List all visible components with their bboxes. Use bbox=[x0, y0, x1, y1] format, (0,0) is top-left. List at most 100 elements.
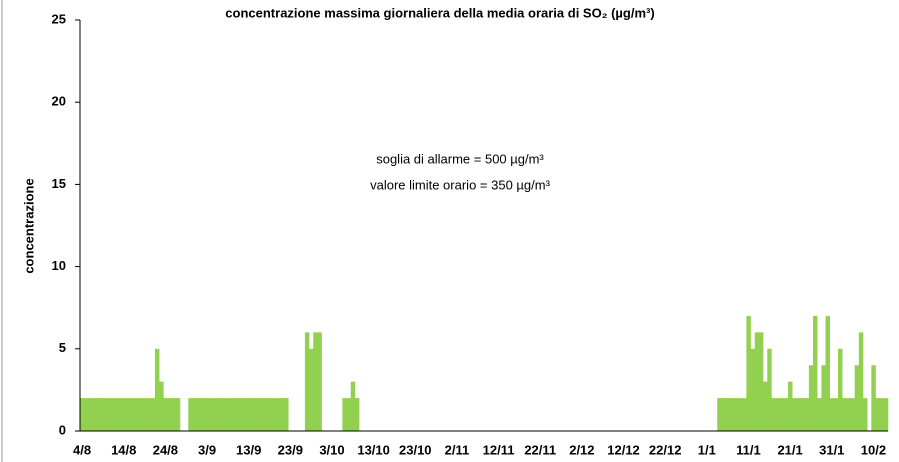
bar bbox=[854, 365, 860, 431]
bar bbox=[779, 398, 785, 431]
bar bbox=[875, 398, 880, 431]
bar bbox=[342, 398, 347, 431]
x-tick-label: 3/10 bbox=[319, 442, 344, 457]
bar bbox=[729, 398, 735, 431]
bar bbox=[775, 398, 781, 431]
bar bbox=[842, 398, 847, 431]
bar bbox=[863, 398, 868, 431]
x-tick-label: 3/9 bbox=[198, 442, 216, 457]
bar bbox=[284, 398, 289, 431]
bar bbox=[246, 398, 252, 431]
bar bbox=[221, 398, 227, 431]
y-axis-label: concentrazione bbox=[21, 178, 36, 273]
x-tick-label: 22/11 bbox=[524, 442, 556, 457]
bar bbox=[159, 381, 164, 431]
bar bbox=[109, 398, 114, 431]
bar bbox=[204, 398, 210, 431]
bar bbox=[259, 398, 264, 431]
bar bbox=[825, 315, 830, 431]
bar bbox=[234, 398, 239, 431]
bar bbox=[871, 365, 876, 431]
bar bbox=[225, 398, 231, 431]
bar bbox=[254, 398, 260, 431]
x-tick-label: 21/1 bbox=[777, 442, 802, 457]
bar bbox=[738, 398, 743, 431]
bar bbox=[192, 398, 197, 431]
bar bbox=[742, 398, 747, 431]
bar bbox=[142, 398, 147, 431]
bar bbox=[733, 398, 739, 431]
bar bbox=[313, 332, 318, 431]
bar bbox=[796, 398, 801, 431]
bar bbox=[317, 332, 322, 431]
x-tick-label: 13/10 bbox=[357, 442, 390, 457]
bar bbox=[354, 398, 360, 431]
bar bbox=[104, 398, 110, 431]
bar bbox=[792, 398, 797, 431]
bar bbox=[129, 398, 135, 431]
bar bbox=[788, 381, 793, 431]
y-tick-label: 0 bbox=[59, 422, 66, 437]
x-tick-label: 2/11 bbox=[445, 442, 470, 457]
bar bbox=[209, 398, 214, 431]
bar bbox=[263, 398, 268, 431]
bar bbox=[88, 398, 93, 431]
bar bbox=[750, 348, 756, 431]
bar bbox=[80, 398, 85, 431]
bar bbox=[279, 398, 285, 431]
bar bbox=[121, 398, 127, 431]
bar bbox=[883, 398, 889, 431]
bar bbox=[833, 398, 839, 431]
x-tick-label: 23/10 bbox=[399, 442, 432, 457]
bar bbox=[200, 398, 206, 431]
bar bbox=[213, 398, 218, 431]
x-tick-label: 13/9 bbox=[236, 442, 261, 457]
x-tick-label: 4/8 bbox=[73, 442, 91, 457]
y-tick-label: 15 bbox=[52, 176, 66, 191]
x-tick-label: 2/12 bbox=[569, 442, 594, 457]
bar bbox=[804, 398, 810, 431]
x-tick-label: 10/2 bbox=[861, 442, 886, 457]
bar bbox=[309, 348, 314, 431]
bar bbox=[754, 332, 760, 431]
bar bbox=[350, 381, 356, 431]
bar bbox=[800, 398, 806, 431]
bar bbox=[808, 365, 814, 431]
bar bbox=[746, 315, 751, 431]
x-tick-label: 14/8 bbox=[111, 442, 136, 457]
bar bbox=[250, 398, 256, 431]
bar bbox=[96, 398, 102, 431]
x-tick-label: 12/12 bbox=[607, 442, 640, 457]
bar bbox=[717, 398, 722, 431]
y-tick-label: 25 bbox=[52, 11, 66, 26]
x-tick-label: 22/12 bbox=[649, 442, 682, 457]
bar bbox=[163, 398, 168, 431]
bar bbox=[763, 381, 768, 431]
bar bbox=[304, 332, 310, 431]
y-tick-label: 10 bbox=[52, 258, 66, 273]
bar bbox=[113, 398, 118, 431]
y-tick-label: 5 bbox=[59, 340, 66, 355]
bar bbox=[850, 398, 855, 431]
x-tick-label: 1/1 bbox=[698, 442, 716, 457]
bar bbox=[838, 348, 843, 431]
bar bbox=[125, 398, 131, 431]
bar bbox=[138, 398, 143, 431]
bar bbox=[721, 398, 726, 431]
bar bbox=[271, 398, 277, 431]
bar bbox=[829, 398, 835, 431]
x-tick-label: 24/8 bbox=[153, 442, 178, 457]
x-tick-label: 23/9 bbox=[278, 442, 303, 457]
bar bbox=[879, 398, 885, 431]
bar bbox=[821, 365, 826, 431]
bar bbox=[154, 348, 160, 431]
bar bbox=[167, 398, 172, 431]
x-tick-label: 11/1 bbox=[736, 442, 761, 457]
bar bbox=[146, 398, 152, 431]
chart-title: concentrazione massima giornaliera della… bbox=[225, 5, 654, 20]
bar bbox=[238, 398, 243, 431]
bar bbox=[813, 315, 818, 431]
bar bbox=[229, 398, 235, 431]
bar bbox=[783, 398, 789, 431]
